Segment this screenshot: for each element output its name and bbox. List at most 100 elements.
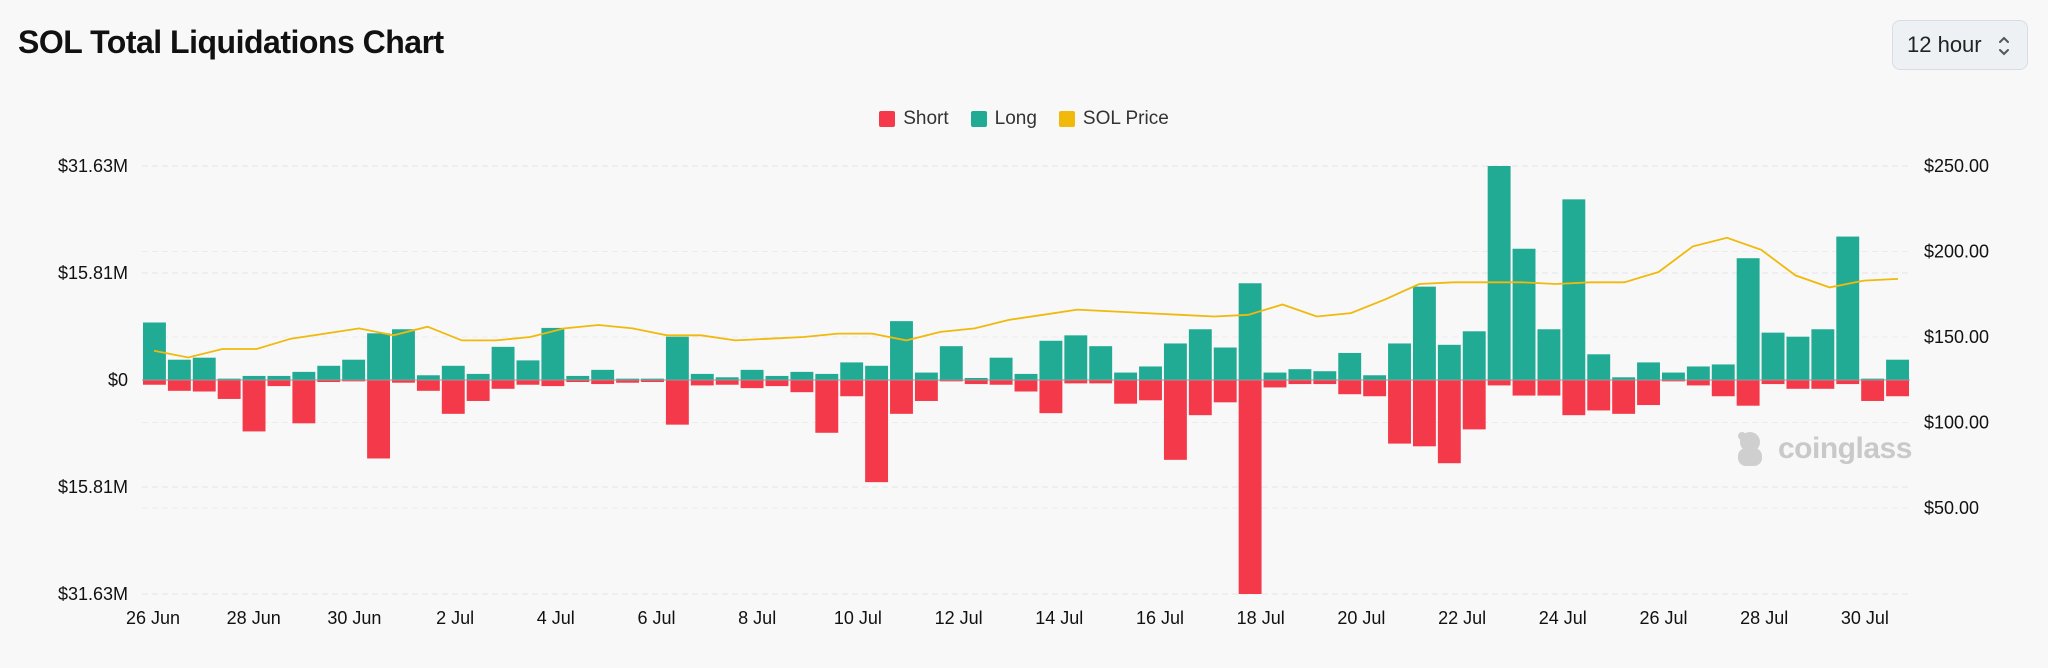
- long-bar: [416, 375, 440, 380]
- short-bar: [1736, 380, 1760, 406]
- x-axis-tick: 26 Jun: [126, 608, 180, 628]
- long-bar: [167, 359, 191, 380]
- long-bar: [715, 377, 739, 380]
- long-bar: [1288, 369, 1312, 380]
- short-bar: [1014, 380, 1038, 392]
- short-bar: [1811, 380, 1835, 389]
- short-bar: [715, 380, 739, 385]
- short-bar: [1313, 380, 1337, 385]
- long-bar: [641, 378, 664, 380]
- long-bar: [1462, 331, 1486, 380]
- short-bar: [989, 380, 1013, 385]
- price-line: [153, 236, 1899, 359]
- long-bar: [242, 375, 266, 380]
- long-bar: [1811, 329, 1835, 380]
- long-bar: [342, 359, 366, 380]
- x-axis-tick: 30 Jul: [1841, 608, 1889, 628]
- short-bar: [317, 380, 341, 383]
- short-bar: [1039, 380, 1063, 414]
- long-bar: [1786, 336, 1810, 380]
- long-bar: [516, 360, 540, 380]
- short-bar: [1363, 380, 1387, 397]
- short-bar: [192, 380, 216, 392]
- left-axis-tick: $15.81M: [58, 263, 128, 283]
- long-bar: [392, 329, 415, 380]
- x-axis-tick: 28 Jul: [1740, 608, 1788, 628]
- long-bar: [192, 357, 216, 380]
- long-bar: [1886, 359, 1909, 380]
- legend-label-price: SOL Price: [1082, 108, 1169, 129]
- short-bar: [1338, 380, 1362, 395]
- long-bar: [217, 378, 241, 380]
- short-bar: [167, 380, 191, 391]
- legend-label-short: Short: [903, 108, 949, 129]
- legend-swatch-price: [1058, 111, 1075, 127]
- short-bar: [242, 380, 266, 432]
- short-bar: [1886, 380, 1909, 397]
- long-bar: [1686, 366, 1710, 380]
- short-bar: [641, 380, 664, 383]
- short-bar: [1786, 380, 1810, 389]
- legend-swatch-short: [879, 111, 896, 127]
- short-bar: [1836, 380, 1860, 385]
- short-bar: [491, 380, 515, 389]
- short-bar: [1213, 380, 1237, 403]
- legend-item-long[interactable]: Long: [970, 108, 1037, 130]
- interval-select[interactable]: 12 hour: [1892, 20, 2028, 70]
- legend-item-price[interactable]: SOL Price: [1058, 108, 1169, 130]
- long-bar: [591, 369, 615, 380]
- short-bar: [964, 380, 988, 385]
- short-bar: [1064, 380, 1088, 384]
- long-bar: [890, 321, 913, 380]
- long-bar: [1363, 375, 1387, 380]
- x-axis-tick: 4 Jul: [537, 608, 575, 628]
- long-bar: [939, 346, 963, 380]
- long-bar: [989, 357, 1013, 380]
- long-bar: [765, 375, 789, 380]
- short-bar: [616, 380, 640, 383]
- legend-item-short[interactable]: Short: [879, 108, 949, 130]
- short-bar: [143, 380, 166, 385]
- long-bar: [1612, 377, 1636, 380]
- left-axis-tick: $15.81M: [58, 477, 128, 497]
- left-axis-tick: $0: [108, 370, 128, 390]
- x-axis-tick: 6 Jul: [637, 608, 675, 628]
- short-bar: [1412, 380, 1436, 447]
- short-bar: [1562, 380, 1586, 416]
- short-bar: [1512, 380, 1536, 396]
- x-axis-tick: 10 Jul: [834, 608, 882, 628]
- long-bar: [865, 365, 889, 380]
- short-bar: [367, 380, 391, 459]
- x-axis-tick: 28 Jun: [227, 608, 281, 628]
- right-axis-tick: $100.00: [1924, 413, 1989, 433]
- legend-swatch-long: [970, 111, 987, 127]
- long-bar: [790, 371, 814, 380]
- long-bar: [1188, 329, 1212, 380]
- x-axis-tick: 24 Jul: [1539, 608, 1587, 628]
- short-bar: [1114, 380, 1138, 404]
- short-bar: [1487, 380, 1511, 386]
- short-bar: [342, 380, 366, 382]
- short-bar: [1587, 380, 1611, 411]
- coinglass-logo-icon: [1738, 432, 1762, 466]
- long-bar: [1437, 344, 1461, 380]
- long-bar: [317, 365, 341, 380]
- short-bar: [1139, 380, 1162, 401]
- short-bar: [541, 380, 565, 387]
- long-bar: [1761, 332, 1785, 380]
- long-bar: [1114, 372, 1138, 380]
- long-bar: [1089, 346, 1113, 380]
- short-bar: [416, 380, 440, 391]
- right-axis-tick: $150.00: [1924, 327, 1989, 347]
- long-bar: [1587, 354, 1611, 380]
- short-bar: [217, 380, 241, 399]
- x-axis-tick: 2 Jul: [436, 608, 474, 628]
- short-bar: [1263, 380, 1287, 388]
- x-axis-tick: 18 Jul: [1237, 608, 1285, 628]
- short-bar: [466, 380, 490, 401]
- short-bar: [1537, 380, 1561, 396]
- page-title: SOL Total Liquidations Chart: [18, 24, 444, 60]
- short-bar: [392, 380, 415, 383]
- short-bar: [765, 380, 789, 387]
- left-axis-tick: $31.63M: [58, 156, 128, 176]
